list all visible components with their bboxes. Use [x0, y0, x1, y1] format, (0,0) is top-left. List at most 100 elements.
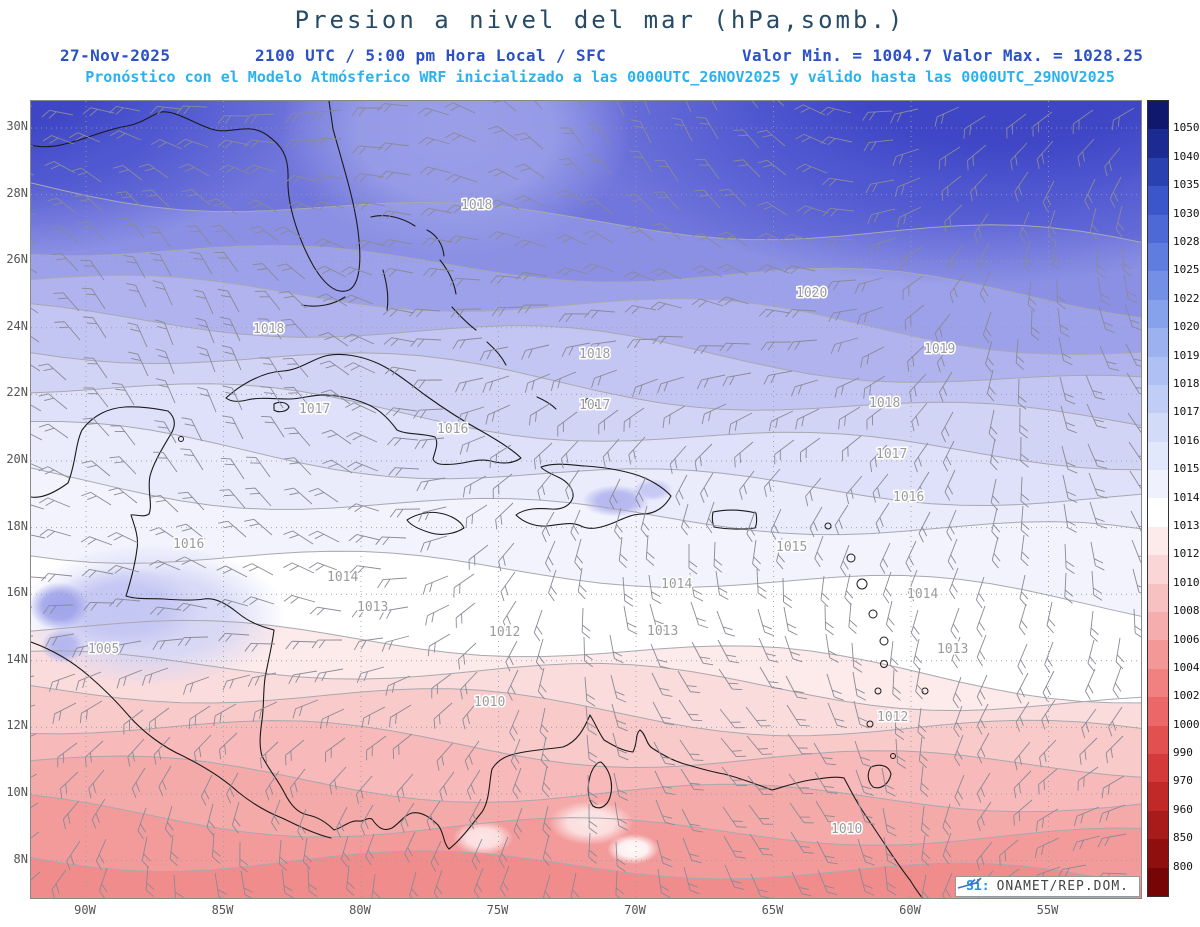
wind-barb	[890, 108, 919, 124]
wind-barb	[445, 174, 478, 183]
wind-barb	[491, 306, 523, 317]
wind-barb	[60, 771, 79, 799]
wind-barb	[1018, 603, 1028, 636]
wind-barb	[379, 606, 409, 620]
wind-barb	[382, 308, 415, 317]
isobar-line	[31, 421, 1141, 507]
florida-trough	[281, 101, 631, 256]
wind-barb	[545, 540, 556, 572]
wind-barb	[457, 406, 485, 424]
wind-barb	[231, 801, 241, 834]
wind-barb	[450, 308, 482, 318]
wind-barb	[388, 467, 420, 476]
wind-barb	[845, 475, 863, 505]
colorbar-label: 1012	[1173, 547, 1200, 561]
wind-barb	[557, 189, 587, 206]
wind-barb	[794, 104, 826, 116]
wind-barb	[145, 865, 155, 897]
wind-barb	[916, 471, 930, 502]
colorbar-block	[1148, 242, 1168, 272]
wind-barb	[746, 735, 773, 755]
wind-barb	[1131, 539, 1141, 566]
colorbar-label: 1028	[1173, 235, 1200, 248]
wind-barb	[920, 805, 930, 838]
wind-barb	[976, 674, 988, 706]
wind-barb	[510, 738, 521, 771]
island-outline	[594, 401, 600, 407]
wind-barb	[411, 379, 443, 389]
wind-barb	[445, 132, 477, 143]
wind-barb	[343, 333, 375, 345]
wind-barb	[542, 874, 552, 898]
wind-barb	[422, 575, 449, 595]
wind-barb	[154, 420, 177, 444]
isobar-value-label: 1016	[173, 537, 204, 552]
colorbar-block	[1148, 441, 1168, 471]
wind-barb	[650, 643, 671, 670]
wind-barb	[83, 387, 109, 408]
colorbar-label: 1006	[1173, 632, 1200, 646]
wind-barb	[629, 150, 653, 173]
wind-barb	[110, 130, 142, 141]
wind-barb	[598, 409, 619, 435]
wind-barb	[1017, 378, 1027, 410]
wind-barb	[689, 572, 704, 602]
island-outline	[921, 687, 929, 695]
wind-barb	[285, 640, 317, 650]
wind-barb	[473, 867, 484, 898]
wind-barb	[853, 700, 870, 729]
wind-barb	[695, 116, 719, 140]
wind-barb	[315, 265, 347, 278]
wind-barb	[181, 189, 211, 206]
wind-barb	[155, 348, 175, 375]
colorbar-label: 1004	[1173, 660, 1200, 674]
wind-barb	[796, 205, 829, 215]
wind-barb	[1041, 699, 1056, 730]
wind-barb	[1125, 343, 1141, 368]
wind-barb	[513, 807, 523, 840]
wind-barb	[909, 373, 927, 402]
colorbar-label: 1035	[1173, 178, 1200, 192]
wind-barb	[841, 435, 862, 462]
wind-barb	[387, 437, 419, 446]
wind-barb	[1015, 338, 1025, 370]
wind-barb	[913, 442, 929, 473]
wind-barb-icon	[957, 877, 982, 889]
wind-barb	[95, 838, 107, 870]
isobar-line	[31, 182, 1141, 243]
wind-barb	[587, 123, 611, 146]
wind-barb	[487, 101, 517, 112]
wind-barb	[409, 308, 441, 318]
colorbar-label: 1040	[1173, 149, 1200, 163]
wind-barb	[308, 530, 340, 543]
wind-barb	[669, 445, 687, 474]
wind-barb	[825, 633, 839, 663]
wind-barb	[316, 293, 348, 307]
wind-barb	[128, 351, 149, 377]
wind-barb	[349, 565, 382, 575]
wind-barb	[757, 159, 787, 176]
wind-barb	[417, 107, 450, 117]
wind-barb	[645, 534, 655, 566]
wind-barb	[941, 175, 962, 201]
wind-barb	[905, 540, 917, 572]
colorbar-label: 1010	[1173, 575, 1200, 589]
wind-barb	[739, 470, 755, 500]
wind-barb	[938, 146, 961, 171]
wind-barb	[512, 767, 522, 800]
wind-barb	[340, 835, 350, 868]
wind-barb	[212, 832, 221, 864]
wind-barb	[813, 742, 837, 766]
island-outline	[856, 578, 868, 590]
wind-barb	[869, 237, 897, 255]
wind-barb	[360, 804, 374, 836]
wind-barb	[383, 337, 416, 347]
wind-barb	[776, 537, 785, 570]
hispaniola-ridge-spot-2	[633, 479, 673, 501]
wind-barb	[1019, 211, 1030, 244]
colorbar-block	[1148, 413, 1168, 442]
wind-barb	[680, 768, 704, 791]
wind-barb	[218, 164, 251, 175]
wind-barb	[610, 674, 627, 703]
isobar-value-label: 1020	[796, 286, 827, 301]
